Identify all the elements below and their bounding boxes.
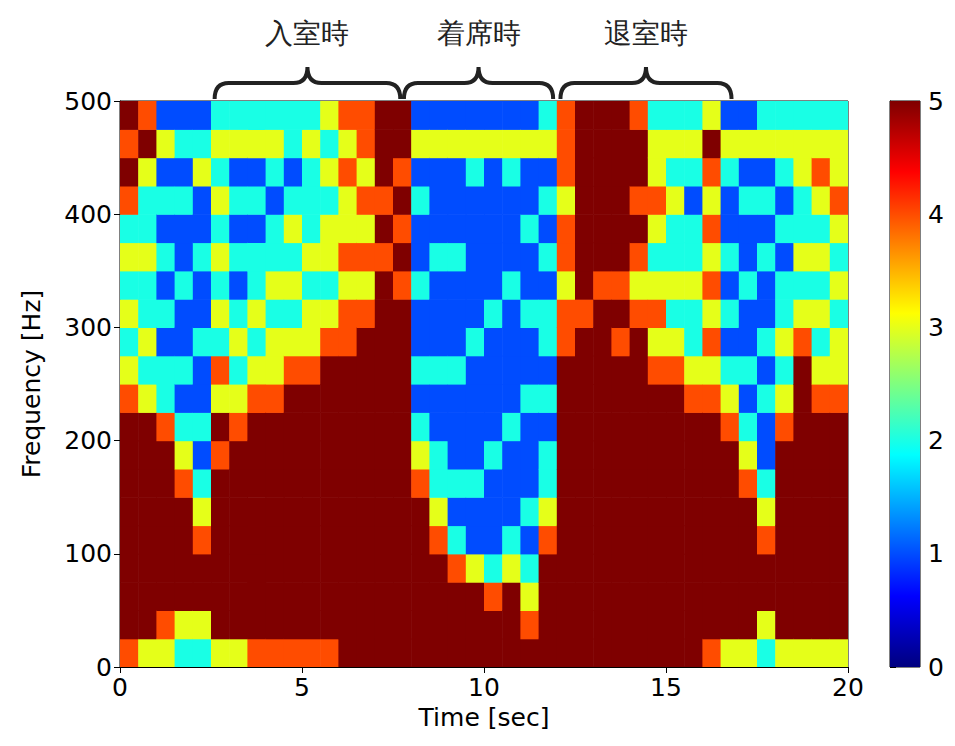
svg-text:0: 0 bbox=[96, 653, 112, 682]
svg-text:200: 200 bbox=[64, 426, 112, 455]
svg-text:15: 15 bbox=[650, 673, 682, 702]
svg-text:退室時: 退室時 bbox=[604, 17, 688, 50]
svg-text:0: 0 bbox=[112, 673, 128, 702]
svg-text:5: 5 bbox=[928, 87, 944, 116]
svg-text:4: 4 bbox=[928, 200, 944, 229]
svg-text:0: 0 bbox=[928, 653, 944, 682]
svg-text:400: 400 bbox=[64, 200, 112, 229]
svg-text:2: 2 bbox=[928, 426, 944, 455]
svg-text:1: 1 bbox=[928, 539, 944, 568]
svg-text:500: 500 bbox=[64, 87, 112, 116]
svg-text:入室時: 入室時 bbox=[265, 17, 349, 50]
svg-text:100: 100 bbox=[64, 539, 112, 568]
svg-text:Frequency [Hz]: Frequency [Hz] bbox=[17, 290, 46, 479]
svg-text:着席時: 着席時 bbox=[437, 17, 521, 50]
svg-text:3: 3 bbox=[928, 313, 944, 342]
svg-text:300: 300 bbox=[64, 313, 112, 342]
svg-text:5: 5 bbox=[294, 673, 310, 702]
svg-text:10: 10 bbox=[468, 673, 500, 702]
svg-text:Time [sec]: Time [sec] bbox=[418, 703, 550, 732]
svg-text:20: 20 bbox=[832, 673, 864, 702]
